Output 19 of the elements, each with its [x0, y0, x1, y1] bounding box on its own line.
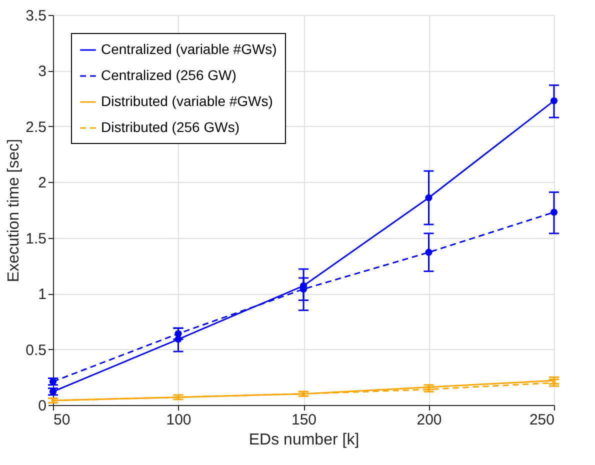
x-axis-title: EDs number [k] — [248, 432, 360, 448]
y-tick-label: 1 — [38, 286, 46, 304]
x-tick-label: 250 — [529, 412, 554, 428]
x-tick-label: 150 — [291, 412, 317, 428]
x-tick-label: 200 — [416, 412, 442, 428]
legend-label: Centralized (256 GW) — [101, 67, 236, 83]
legend-label: Distributed (variable #GWs) — [101, 93, 273, 109]
x-tick-label: 100 — [166, 412, 192, 428]
y-tick-label: 0.5 — [26, 342, 46, 359]
y-tick-label: 1.5 — [26, 230, 46, 248]
y-tick-label: 0 — [38, 398, 46, 414]
y-tick-label: 2.5 — [26, 118, 46, 136]
legend-label: Centralized (variable #GWs) — [101, 41, 277, 57]
y-tick-label: 3 — [38, 63, 46, 80]
y-tick-label: 3.5 — [26, 8, 46, 24]
y-axis-title: Execution time [sec] — [6, 138, 23, 282]
y-tick-label: 2 — [38, 174, 46, 192]
legend-label: Distributed (256 GWs) — [101, 119, 240, 135]
x-tick-label: 50 — [54, 412, 70, 428]
